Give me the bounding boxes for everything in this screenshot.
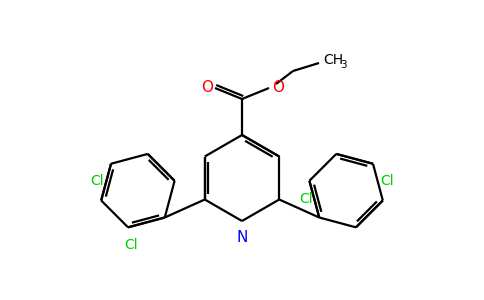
Text: O: O — [272, 80, 284, 94]
Text: Cl: Cl — [90, 174, 104, 188]
Text: O: O — [201, 80, 213, 94]
Text: CH: CH — [323, 53, 343, 67]
Text: Cl: Cl — [124, 238, 138, 252]
Text: 3: 3 — [340, 60, 347, 70]
Text: N: N — [236, 230, 248, 245]
Text: Cl: Cl — [380, 174, 394, 188]
Text: Cl: Cl — [300, 192, 313, 206]
